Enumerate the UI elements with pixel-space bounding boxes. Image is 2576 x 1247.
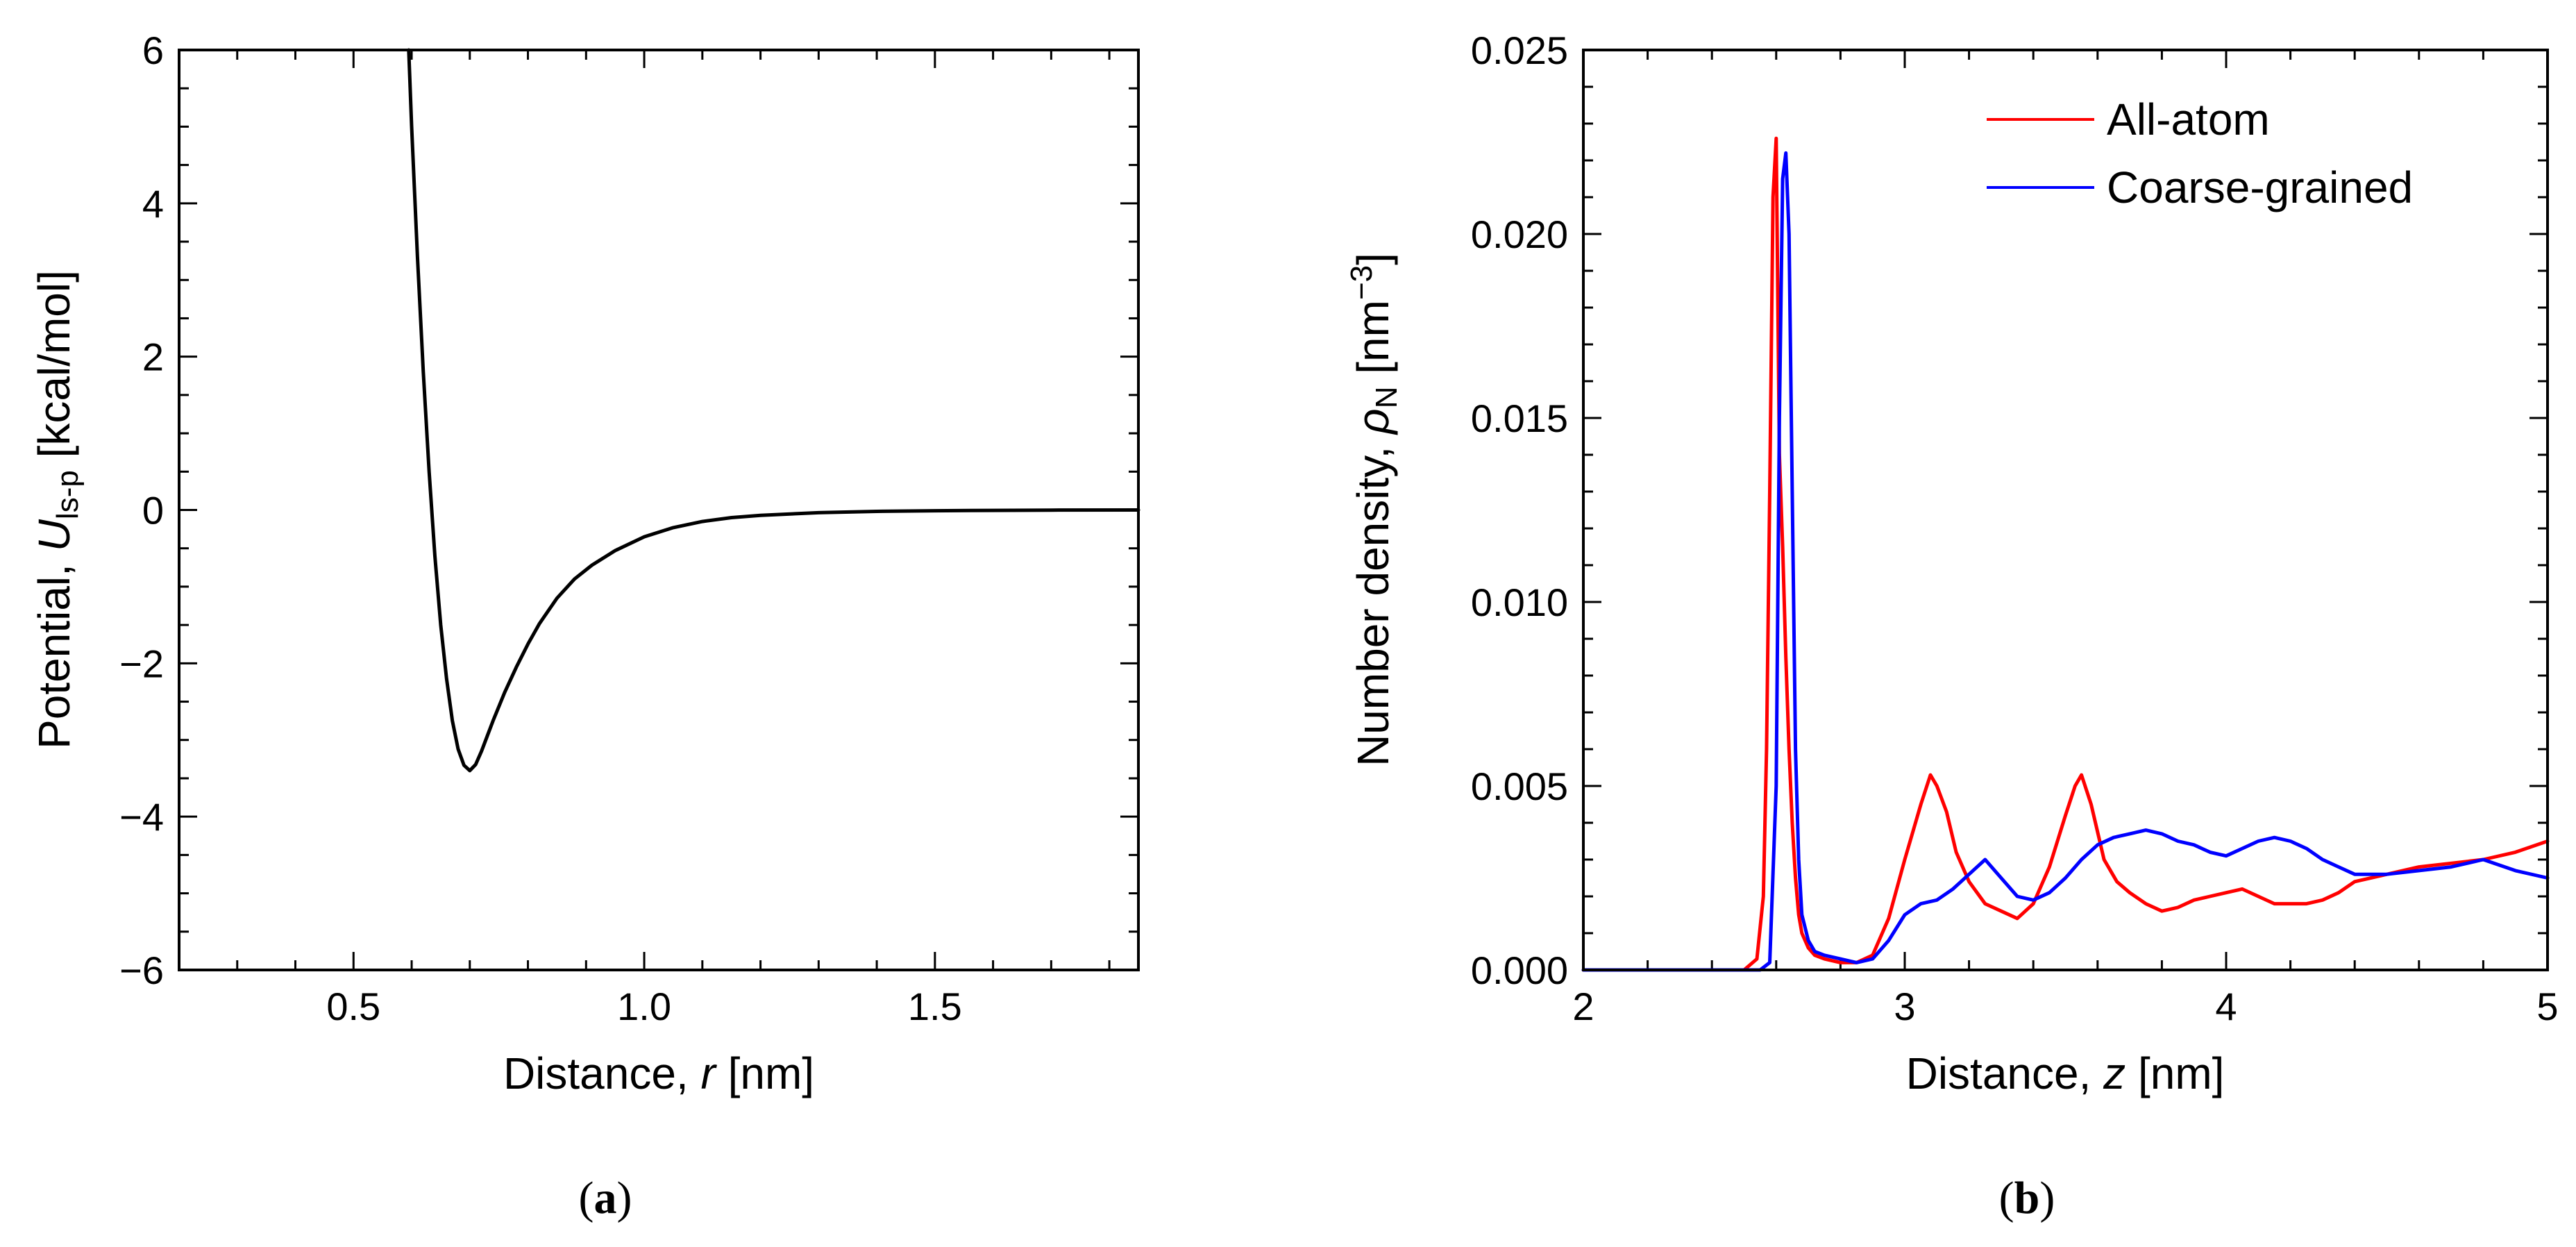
a-x-tick-label: 0.5 [326,985,380,1028]
panel-a-ticks [178,49,1138,971]
a-y-tick-label: −4 [119,795,164,839]
b-x-tick-label: 5 [2536,985,2558,1028]
a-y-tick-label: −6 [119,948,164,992]
panel-b-number-density-chart: 2 3 4 5 0.000 0.005 0.010 0.015 0.020 0.025 All-a… [1345,28,2559,1223]
panel-b-caption: (b) [1999,1173,2055,1223]
panel-a-caption: (a) [579,1173,632,1223]
panel-a-x-axis-label: Distance, r [nm] [503,1048,814,1098]
panel-b-legend: All-atom Coarse-grained [1987,94,2413,212]
panel-b-x-axis-label: Distance, z [nm] [1906,1048,2225,1098]
panel-b-series [1581,136,2550,972]
panel-b-y-axis-label: Number density, ρN [nm−3] [1345,253,1404,767]
a-y-tick-label: 0 [142,489,164,533]
b-y-tick-label: 0.005 [1471,764,1568,808]
b-x-tick-label: 2 [1572,985,1594,1028]
b-x-tick-label: 3 [1894,985,1915,1028]
a-y-tick-label: −2 [119,642,164,685]
b-y-tick-label: 0.000 [1471,948,1568,992]
b-y-tick-label: 0.015 [1471,396,1568,440]
panel-b-tick-labels: 2 3 4 5 0.000 0.005 0.010 0.015 0.020 0.025 [1471,28,2559,1028]
panel-a-plot-frame [178,49,1140,971]
panel-b-plot-frame [1582,49,2549,971]
a-y-tick-label: 2 [142,335,164,379]
b-series-line-coarse-grained [1581,151,2550,972]
legend-label-coarse-grained: Coarse-grained [2107,162,2413,212]
a-y-tick-label: 4 [142,182,164,226]
a-x-tick-label: 1.5 [908,985,962,1028]
a-x-tick-label: 1.0 [617,985,671,1028]
a-y-tick-label: 6 [142,28,164,72]
panel-a-tick-labels: 0.5 1.0 1.5 −6 −4 −2 0 2 4 6 [119,28,962,1028]
b-y-tick-label: 0.025 [1471,28,1568,72]
panel-a-y-axis-label: Potential, Uls-p [kcal/mol] [29,270,85,749]
panel-a-potential-chart: 0.5 1.0 1.5 −6 −4 −2 0 2 4 6 Distance, r [nm] Pot… [29,28,1140,1223]
a-series-line-potential [407,48,1140,773]
panel-a-series [407,48,1140,773]
b-x-tick-label: 4 [2215,985,2237,1028]
b-series-line-all-atom [1581,136,2550,972]
legend-label-all-atom: All-atom [2107,94,2270,144]
b-y-tick-label: 0.010 [1471,580,1568,624]
b-y-tick-label: 0.020 [1471,212,1568,256]
